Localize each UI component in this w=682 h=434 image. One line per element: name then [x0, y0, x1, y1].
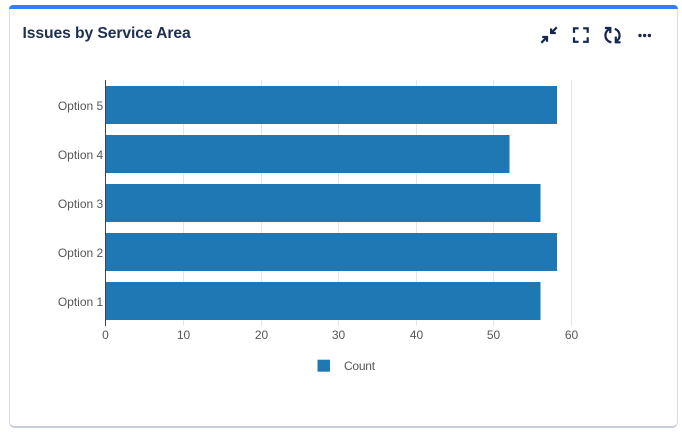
svg-text:Option 3: Option 3: [58, 197, 104, 211]
svg-text:60: 60: [565, 328, 579, 342]
svg-text:0: 0: [102, 328, 109, 342]
svg-text:Option 5: Option 5: [58, 99, 104, 113]
svg-text:Option 1: Option 1: [58, 295, 104, 309]
svg-text:Count: Count: [344, 359, 376, 373]
svg-text:30: 30: [332, 328, 346, 342]
svg-text:10: 10: [177, 328, 191, 342]
svg-text:20: 20: [255, 328, 269, 342]
svg-text:50: 50: [487, 328, 501, 342]
svg-text:Option 2: Option 2: [58, 246, 104, 260]
svg-text:Option 4: Option 4: [58, 148, 104, 162]
svg-text:40: 40: [410, 328, 424, 342]
